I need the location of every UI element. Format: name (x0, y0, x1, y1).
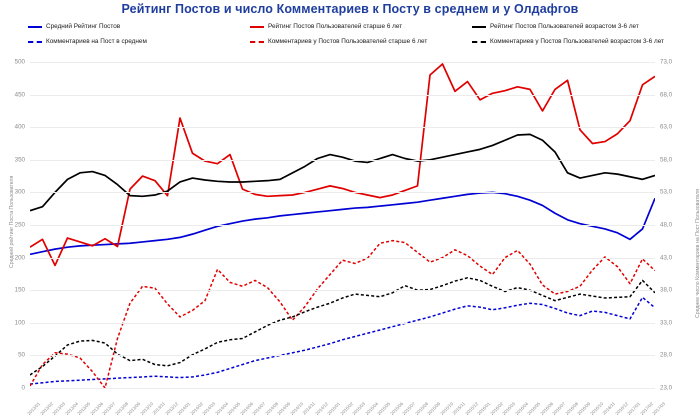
y-axis-right-tick-label: 38,0 (660, 286, 673, 294)
gridline (30, 127, 655, 129)
legend-swatch-icon (250, 26, 264, 29)
legend-item[interactable]: Рейтинг Постов Пользователей старше 6 ле… (250, 23, 403, 30)
legend-label: Комментариев у Постов Пользователей возр… (490, 38, 664, 45)
x-axis-tick-label: 2014/04 (213, 401, 229, 416)
series-line (30, 296, 655, 385)
x-axis-tick-label: 2013/04 (63, 401, 79, 416)
x-axis-tick-label: 2016/10 (588, 401, 604, 416)
x-axis-tick-label: 2015/06 (388, 401, 404, 416)
x-axis-tick-label: 2016/04 (513, 401, 529, 416)
gridline (30, 388, 655, 389)
y-axis-right-tick-label: 68,0 (660, 91, 673, 99)
legend-label: Средний Рейтинг Постов (46, 23, 121, 30)
series-lines (30, 63, 655, 388)
legend-item[interactable]: Комментариев у Постов Пользователей стар… (250, 38, 428, 45)
y-axis-left-tick-label: 200 (14, 254, 25, 262)
series-line (30, 63, 655, 267)
gridline (30, 322, 655, 324)
x-axis-tick-label: 2013/06 (88, 401, 104, 416)
x-axis-tick-label: 2015/04 (363, 401, 379, 416)
x-axis-tick-label: 2015/08 (413, 401, 429, 416)
legend-item[interactable]: Средний Рейтинг Постов (28, 23, 121, 30)
legend-label: Комментариев на Пост в среднем (46, 38, 147, 45)
page-title: Рейтинг Постов и число Комментариев к По… (121, 2, 579, 16)
legend-label: Комментариев у Постов Пользователей стар… (268, 38, 428, 45)
legend-item[interactable]: Рейтинг Постов Пользователей возрастом 3… (472, 23, 639, 30)
gridline (30, 290, 655, 292)
legend-item[interactable]: Комментариев на Пост в среднем (28, 38, 147, 45)
y-axis-left-tick-label: 350 (14, 156, 25, 164)
y-axis-left-tick-label: 100 (14, 319, 25, 327)
y-axis-right-tick-label: 43,0 (660, 254, 673, 262)
legend-label: Рейтинг Постов Пользователей возрастом 3… (490, 23, 639, 30)
x-axis-tick-label: 2016/02 (488, 401, 504, 416)
x-axis-tick-label: 2013/02 (38, 401, 54, 416)
chart-legend: Средний Рейтинг Постов Рейтинг Постов Пол… (28, 23, 688, 52)
y-axis-left-tick-label: 500 (14, 58, 25, 66)
x-axis-tick-label: 2014/10 (288, 401, 304, 416)
x-axis-tick-label: 2013/10 (138, 401, 154, 416)
gridline (30, 94, 655, 96)
y-axis-right-tick-label: 28,0 (660, 351, 673, 359)
x-axis-tick-label: 2015/02 (338, 401, 354, 416)
series-line (30, 191, 655, 256)
x-axis-tick-label: 2014/08 (263, 401, 279, 416)
y-axis-right-tick-label: 63,0 (660, 123, 673, 131)
series-line (30, 277, 655, 376)
plot-area: 0 23,0 50 28,0 100 33,0 150 38,0 200 43,0 250 48,0 3… (15, 59, 672, 392)
series-line (30, 239, 655, 388)
x-axis-tick-label: 2016/08 (563, 401, 579, 416)
gridline (30, 159, 655, 161)
x-axis-tick-label: 2014/06 (238, 401, 254, 416)
legend-swatch-icon (28, 41, 42, 44)
y-axis-right-tick-label: 53,0 (660, 188, 673, 196)
legend-swatch-icon (250, 41, 264, 44)
y-axis-left-tick-label: 0 (21, 384, 25, 392)
y-axis-left-tick-label: 150 (14, 286, 25, 294)
y-axis-left-tick-label: 400 (14, 123, 25, 131)
y-axis-right-tick-label: 73,0 (660, 58, 673, 66)
x-axis-tick-label: 2017/02 (638, 401, 654, 416)
gridline (30, 62, 655, 63)
x-axis-tick-label: 2015/10 (438, 401, 454, 416)
x-axis-tick-label: 2016/06 (538, 401, 554, 416)
series-line (30, 133, 655, 212)
x-axis-tick-label: 2013/01 (26, 401, 42, 416)
x-axis-tick-label: 2013/08 (113, 401, 129, 416)
legend-swatch-icon (472, 26, 486, 29)
gridline (30, 192, 655, 194)
y-axis-right-tick-label: 23,0 (660, 384, 673, 392)
gridline (30, 355, 655, 357)
y-axis-left-tick-label: 50 (18, 351, 25, 359)
y-axis-left-tick-label: 300 (14, 188, 25, 196)
y-axis-right-tick-label: 48,0 (660, 221, 673, 229)
x-axis-tick-label: 2014/02 (188, 401, 204, 416)
legend-swatch-icon (472, 41, 486, 44)
gridline (30, 257, 655, 259)
y-axis-left-tick-label: 450 (14, 91, 25, 99)
x-axis-labels: 2013/01 2013/02 2013/03 2013/04 2013/05 2013/… (26, 390, 666, 416)
y-axis-right-tick-label: 58,0 (660, 156, 673, 164)
gridline (30, 225, 655, 226)
y-axis-left-tick-label: 250 (14, 221, 25, 229)
legend-swatch-icon (28, 26, 42, 29)
legend-item[interactable]: Комментариев у Постов Пользователей возр… (472, 38, 664, 45)
y-axis-right-tick-label: 33,0 (660, 319, 673, 327)
legend-label: Рейтинг Постов Пользователей старше 6 ле… (268, 23, 403, 30)
